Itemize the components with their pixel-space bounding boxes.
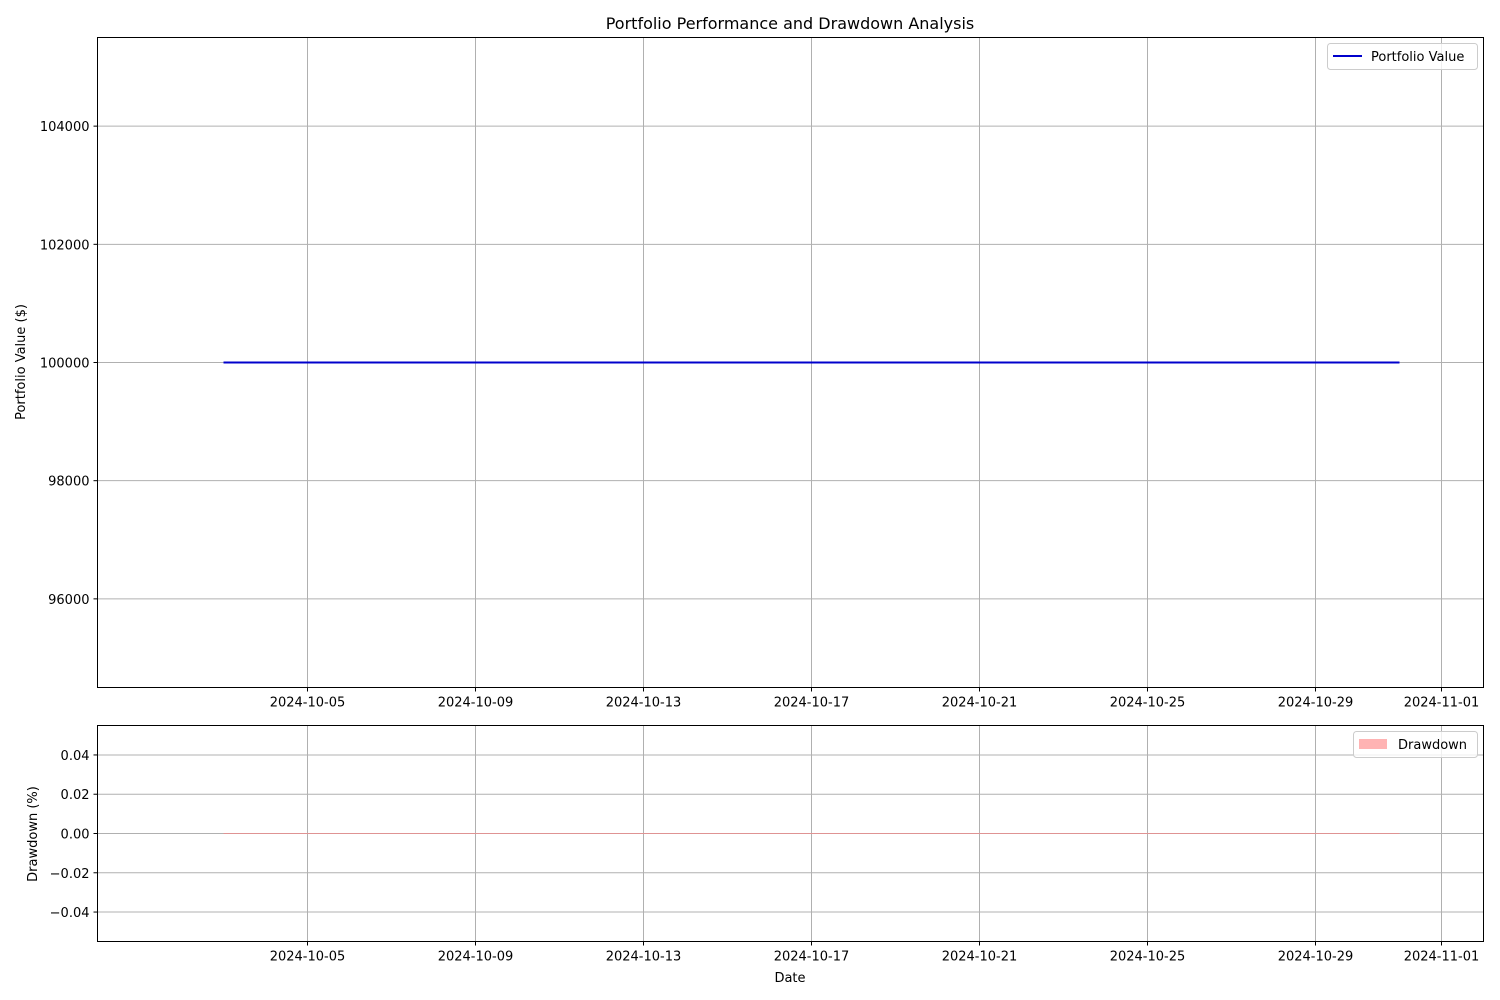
- top-x-tick-label: 2024-11-01: [1404, 696, 1480, 711]
- bottom-legend-box: [1353, 731, 1478, 758]
- top-y-ticks: 96000 98000 100000 102000 104000: [40, 120, 98, 608]
- bottom-y-ticks: −0.04 −0.02 0.00 0.02 0.04: [50, 749, 98, 921]
- bot-x-tick-label: 2024-10-17: [774, 950, 850, 965]
- top-y-tick-label: 98000: [48, 475, 89, 490]
- bot-x-tick-label: 2024-10-21: [942, 950, 1018, 965]
- top-x-tick-label: 2024-10-13: [606, 696, 682, 711]
- bottom-y-axis-label: Drawdown (%): [26, 786, 41, 882]
- top-x-tick-label: 2024-10-29: [1278, 696, 1354, 711]
- bot-x-tick-label: 2024-10-09: [438, 950, 514, 965]
- bot-x-tick-label: 2024-10-29: [1278, 950, 1354, 965]
- top-x-tick-label: 2024-10-09: [438, 696, 514, 711]
- top-legend-box: [1327, 43, 1478, 70]
- bottom-legend-label: Drawdown: [1398, 738, 1467, 753]
- chart-title: Portfolio Performance and Drawdown Analy…: [606, 14, 975, 33]
- top-x-tick-label: 2024-10-17: [774, 696, 850, 711]
- bot-y-tick-label: 0.02: [61, 788, 90, 803]
- bot-x-tick-label: 2024-10-13: [606, 950, 682, 965]
- bot-y-tick-label: −0.04: [50, 906, 90, 921]
- top-legend-label: Portfolio Value: [1371, 50, 1464, 65]
- bot-y-tick-label: −0.02: [50, 867, 90, 882]
- bot-x-tick-label: 2024-10-05: [270, 950, 346, 965]
- bottom-x-ticks: 2024-10-05 2024-10-09 2024-10-13 2024-10-17…: [270, 941, 1480, 965]
- top-y-tick-label: 104000: [40, 120, 90, 135]
- top-x-tick-label: 2024-10-21: [942, 696, 1018, 711]
- bottom-x-axis-label: Date: [774, 971, 805, 986]
- bot-x-tick-label: 2024-11-01: [1404, 950, 1480, 965]
- bot-x-tick-label: 2024-10-25: [1110, 950, 1186, 965]
- top-x-tick-label: 2024-10-25: [1110, 696, 1186, 711]
- top-legend: Portfolio Value: [1327, 43, 1478, 70]
- bottom-panel: 2024-10-05 2024-10-09 2024-10-13 2024-10-17…: [26, 725, 1484, 986]
- bot-y-tick-label: 0.04: [61, 749, 90, 764]
- top-panel: 2024-10-05 2024-10-09 2024-10-13 2024-10-17…: [14, 37, 1484, 711]
- top-y-tick-label: 102000: [40, 238, 90, 253]
- top-x-ticks: 2024-10-05 2024-10-09 2024-10-13 2024-10-17…: [270, 687, 1480, 711]
- bot-y-tick-label: 0.00: [61, 828, 90, 843]
- top-y-axis-label: Portfolio Value ($): [14, 304, 29, 420]
- top-y-tick-label: 96000: [48, 593, 89, 608]
- top-y-tick-label: 100000: [40, 357, 90, 372]
- top-x-tick-label: 2024-10-05: [270, 696, 346, 711]
- bottom-legend-area-swatch: [1359, 739, 1387, 749]
- bottom-legend: Drawdown: [1353, 731, 1478, 758]
